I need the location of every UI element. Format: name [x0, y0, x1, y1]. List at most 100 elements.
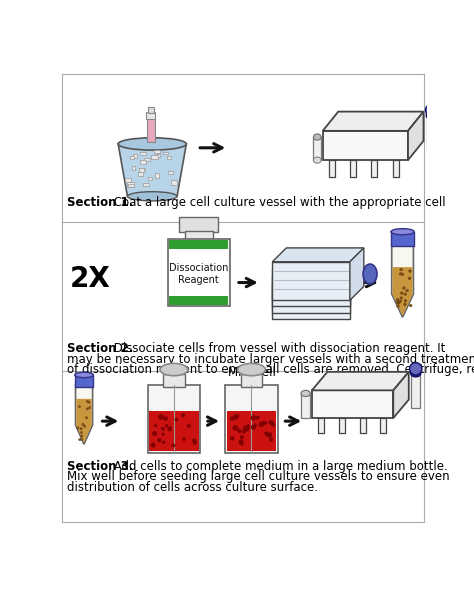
Text: Dissociate cells from vessel with dissociation reagent. It: Dissociate cells from vessel with dissoc… — [110, 342, 446, 355]
Ellipse shape — [313, 157, 321, 163]
Polygon shape — [323, 112, 423, 131]
Circle shape — [403, 303, 406, 306]
Polygon shape — [350, 248, 364, 300]
Bar — [166, 156, 171, 159]
Bar — [329, 160, 335, 177]
Bar — [171, 181, 177, 185]
Text: Coat a large cell culture vessel with the appropriate cell: Coat a large cell culture vessel with th… — [110, 196, 446, 209]
Ellipse shape — [410, 370, 421, 377]
Circle shape — [79, 438, 81, 441]
Circle shape — [86, 408, 89, 410]
Circle shape — [231, 437, 234, 440]
Circle shape — [240, 435, 244, 439]
Circle shape — [247, 425, 250, 427]
Bar — [75, 375, 93, 386]
Bar — [185, 231, 213, 240]
Bar — [146, 112, 155, 119]
Bar — [127, 182, 134, 186]
Circle shape — [81, 435, 83, 437]
Text: Section 1.: Section 1. — [67, 196, 133, 209]
Bar — [391, 232, 414, 245]
Circle shape — [244, 426, 249, 431]
Circle shape — [192, 439, 196, 442]
Polygon shape — [76, 399, 92, 442]
Circle shape — [254, 424, 257, 426]
Bar — [130, 156, 134, 159]
Polygon shape — [273, 248, 364, 262]
Bar — [411, 373, 420, 408]
Polygon shape — [75, 385, 92, 444]
Bar — [163, 374, 185, 386]
Circle shape — [397, 301, 400, 304]
Circle shape — [89, 407, 91, 409]
Circle shape — [165, 424, 168, 427]
Circle shape — [400, 268, 402, 271]
Circle shape — [162, 441, 165, 444]
Bar — [392, 160, 399, 177]
Circle shape — [262, 421, 265, 424]
Circle shape — [154, 424, 157, 427]
Text: Add cells to complete medium in a large medium bottle.: Add cells to complete medium in a large … — [110, 460, 448, 473]
Circle shape — [157, 438, 161, 442]
Ellipse shape — [313, 134, 321, 140]
Circle shape — [396, 299, 399, 301]
Bar — [227, 411, 276, 451]
Bar — [143, 183, 149, 186]
Bar — [273, 262, 350, 300]
Circle shape — [401, 291, 403, 294]
Ellipse shape — [391, 229, 414, 235]
Circle shape — [400, 297, 402, 299]
Bar — [133, 153, 137, 158]
Circle shape — [266, 433, 269, 437]
Bar — [151, 155, 158, 159]
Bar — [147, 385, 201, 453]
Circle shape — [399, 300, 402, 303]
Circle shape — [80, 431, 82, 434]
Text: distribution of cells across culture surface.: distribution of cells across culture sur… — [67, 481, 318, 494]
Text: may be necessary to incubate larger vessels with a second treatment: may be necessary to incubate larger vess… — [67, 353, 474, 366]
Circle shape — [264, 432, 268, 435]
Circle shape — [82, 423, 84, 425]
Circle shape — [396, 301, 399, 304]
Bar — [427, 116, 435, 150]
Circle shape — [158, 414, 164, 419]
Ellipse shape — [301, 391, 310, 396]
Ellipse shape — [160, 363, 188, 376]
Circle shape — [399, 273, 402, 276]
Bar — [168, 172, 173, 174]
Polygon shape — [392, 267, 413, 316]
Bar — [168, 239, 230, 306]
Bar — [241, 374, 262, 386]
Bar — [155, 173, 159, 178]
Bar — [313, 137, 321, 160]
Bar — [138, 172, 143, 176]
Circle shape — [167, 427, 172, 431]
Bar — [318, 418, 324, 434]
Bar — [148, 177, 152, 181]
Circle shape — [151, 443, 155, 447]
Circle shape — [230, 437, 234, 440]
Circle shape — [401, 273, 404, 276]
Circle shape — [86, 400, 89, 402]
Circle shape — [259, 422, 264, 427]
Circle shape — [161, 427, 165, 431]
Polygon shape — [392, 244, 413, 317]
Circle shape — [402, 287, 405, 289]
Text: Section 2.: Section 2. — [67, 342, 133, 355]
Circle shape — [237, 429, 241, 433]
Circle shape — [85, 417, 88, 419]
Circle shape — [404, 293, 407, 296]
Bar — [179, 217, 218, 232]
Circle shape — [80, 428, 82, 430]
Circle shape — [406, 289, 409, 292]
Bar — [169, 240, 228, 250]
Bar — [273, 270, 350, 306]
Bar — [147, 118, 155, 142]
Bar — [155, 153, 160, 157]
Bar — [154, 150, 160, 153]
Bar — [339, 418, 345, 434]
Bar — [169, 296, 228, 305]
Bar — [125, 178, 131, 182]
Circle shape — [410, 304, 412, 307]
Text: 2X: 2X — [70, 265, 111, 293]
